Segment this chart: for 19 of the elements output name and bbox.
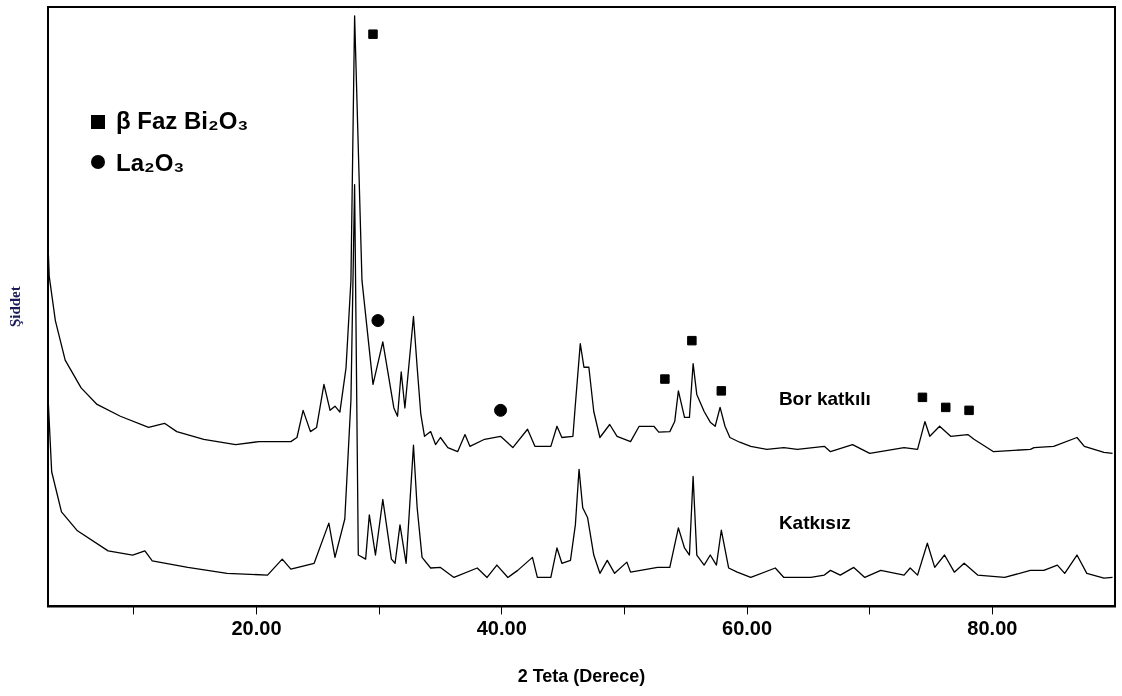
point xyxy=(687,335,697,346)
point xyxy=(494,403,508,417)
point xyxy=(371,314,385,328)
legend-label: β Faz Bi₂O₃ xyxy=(116,106,249,134)
x-axis-title: 2 Teta (Derece) xyxy=(517,666,646,687)
x-tick-label: 40.00 xyxy=(476,616,527,639)
point xyxy=(964,405,974,416)
y-axis-title: Şiddet xyxy=(6,286,23,328)
point xyxy=(660,374,670,384)
point xyxy=(941,402,951,413)
point xyxy=(368,29,378,39)
text: Bor katkılı xyxy=(778,387,871,409)
x-tick-label: 20.00 xyxy=(231,616,282,639)
x-tick-label: 80.00 xyxy=(967,616,1018,639)
legend-label: La₂O₃ xyxy=(116,148,185,176)
x-tick-label: 60.00 xyxy=(722,616,773,639)
series-label: Katkısız xyxy=(778,511,851,533)
point xyxy=(917,392,928,403)
point xyxy=(716,386,727,396)
